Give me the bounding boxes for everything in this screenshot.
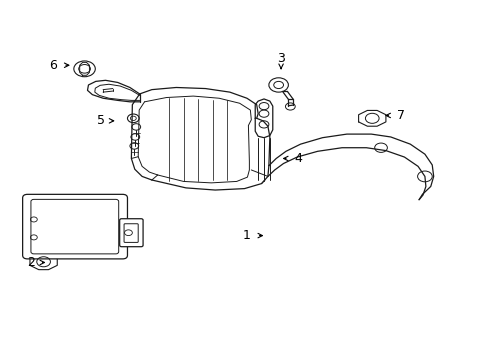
Text: 4: 4 — [294, 152, 302, 165]
Text: 7: 7 — [396, 109, 404, 122]
Text: 6: 6 — [49, 59, 57, 72]
FancyBboxPatch shape — [22, 194, 127, 259]
Text: 1: 1 — [243, 229, 250, 242]
FancyBboxPatch shape — [120, 219, 143, 247]
Text: 2: 2 — [27, 256, 35, 269]
FancyBboxPatch shape — [31, 199, 119, 254]
FancyBboxPatch shape — [124, 224, 138, 242]
Text: 3: 3 — [277, 51, 285, 64]
Text: 5: 5 — [97, 114, 104, 127]
